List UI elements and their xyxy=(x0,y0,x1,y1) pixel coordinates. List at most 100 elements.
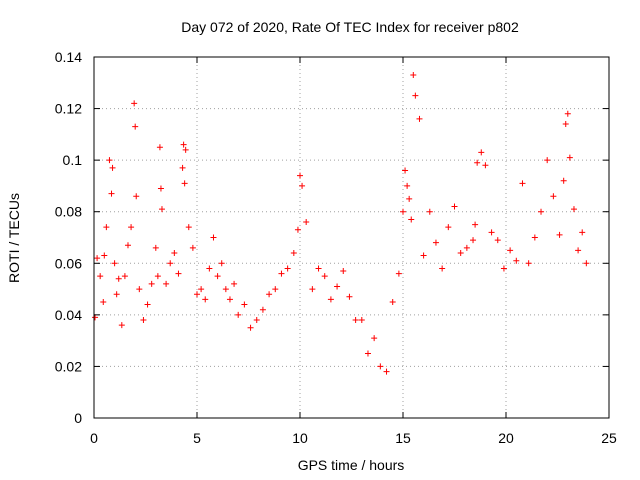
x-tick-label: 20 xyxy=(498,430,514,446)
data-point xyxy=(148,280,155,287)
data-point xyxy=(167,260,174,267)
data-point xyxy=(482,162,489,169)
x-tick-label: 15 xyxy=(395,430,411,446)
data-point xyxy=(214,273,221,280)
data-point xyxy=(383,368,390,375)
data-point xyxy=(181,180,188,187)
data-point xyxy=(152,244,159,251)
data-point xyxy=(432,239,439,246)
data-point xyxy=(97,273,104,280)
data-point xyxy=(179,164,186,171)
data-point xyxy=(583,260,590,267)
data-point xyxy=(163,280,170,287)
data-point xyxy=(185,224,192,231)
data-point xyxy=(439,265,446,272)
data-point xyxy=(290,249,297,256)
data-point xyxy=(364,350,371,357)
data-point xyxy=(519,180,526,187)
data-point xyxy=(562,121,569,128)
data-point xyxy=(426,208,433,215)
data-point xyxy=(513,257,520,264)
tick-labels: 0 5 10 15 20 25 0 0.02 0.04 0.06 0.08 0.1 0.12 0.14 xyxy=(55,49,617,446)
data-point xyxy=(420,252,427,259)
data-point xyxy=(579,229,586,236)
data-point xyxy=(389,298,396,305)
data-point xyxy=(531,234,538,241)
y-tick-label: 0 xyxy=(74,410,82,426)
data-point xyxy=(395,270,402,277)
data-point xyxy=(218,260,225,267)
grid-lines xyxy=(94,57,609,418)
data-point xyxy=(358,317,365,324)
data-point xyxy=(566,154,573,161)
data-point xyxy=(136,286,143,293)
data-point xyxy=(157,185,164,192)
data-point xyxy=(445,224,452,231)
data-point xyxy=(299,182,306,189)
data-point xyxy=(564,110,571,117)
data-point xyxy=(560,177,567,184)
data-point xyxy=(451,203,458,210)
data-point xyxy=(507,247,514,254)
data-point xyxy=(400,208,406,215)
x-tick-label: 5 xyxy=(193,430,201,446)
data-point xyxy=(131,100,138,107)
data-point xyxy=(92,314,99,321)
chart-title: Day 072 of 2020, Rate Of TEC Index for r… xyxy=(181,19,519,35)
data-point xyxy=(198,286,205,293)
y-tick-label: 0.1 xyxy=(63,152,83,168)
data-point xyxy=(544,157,551,164)
data-point xyxy=(278,270,285,277)
data-point xyxy=(156,144,163,151)
data-point xyxy=(408,216,415,223)
data-point xyxy=(410,72,417,79)
data-point xyxy=(470,237,477,244)
data-point xyxy=(352,317,359,324)
data-point xyxy=(226,296,233,303)
data-point xyxy=(109,164,116,171)
data-point xyxy=(247,324,254,331)
data-point xyxy=(538,208,545,215)
x-tick-label: 10 xyxy=(292,430,308,446)
data-point xyxy=(144,301,151,308)
data-point xyxy=(472,221,479,228)
data-point xyxy=(525,260,532,267)
data-point xyxy=(550,193,557,200)
data-point xyxy=(101,252,108,259)
data-point xyxy=(463,244,470,251)
data-point xyxy=(321,273,328,280)
y-tick-label: 0.14 xyxy=(55,49,82,65)
data-point xyxy=(210,234,217,241)
data-point xyxy=(266,291,273,298)
data-point xyxy=(241,301,248,308)
data-point xyxy=(272,286,279,293)
data-point xyxy=(108,190,115,197)
data-point xyxy=(340,268,347,275)
data-point xyxy=(334,283,341,290)
data-point xyxy=(133,193,140,200)
plot-frame xyxy=(93,56,610,419)
data-point xyxy=(111,260,118,267)
data-point xyxy=(154,273,161,280)
data-point xyxy=(303,219,310,226)
data-point xyxy=(377,363,384,370)
data-point xyxy=(118,322,125,329)
data-point xyxy=(494,237,501,244)
x-tick-label: 0 xyxy=(90,430,98,446)
data-point xyxy=(158,206,165,213)
data-point xyxy=(402,167,409,174)
data-point xyxy=(115,275,122,282)
data-point xyxy=(132,123,139,130)
data-point xyxy=(171,249,178,256)
data-point xyxy=(189,244,196,251)
data-point xyxy=(309,286,316,293)
data-point xyxy=(327,296,334,303)
y-tick-label: 0.06 xyxy=(55,255,82,271)
data-point xyxy=(284,265,291,272)
data-point xyxy=(106,157,113,164)
data-point xyxy=(346,293,353,300)
data-point xyxy=(182,146,189,153)
y-tick-label: 0.08 xyxy=(55,204,82,220)
data-point xyxy=(128,224,135,231)
